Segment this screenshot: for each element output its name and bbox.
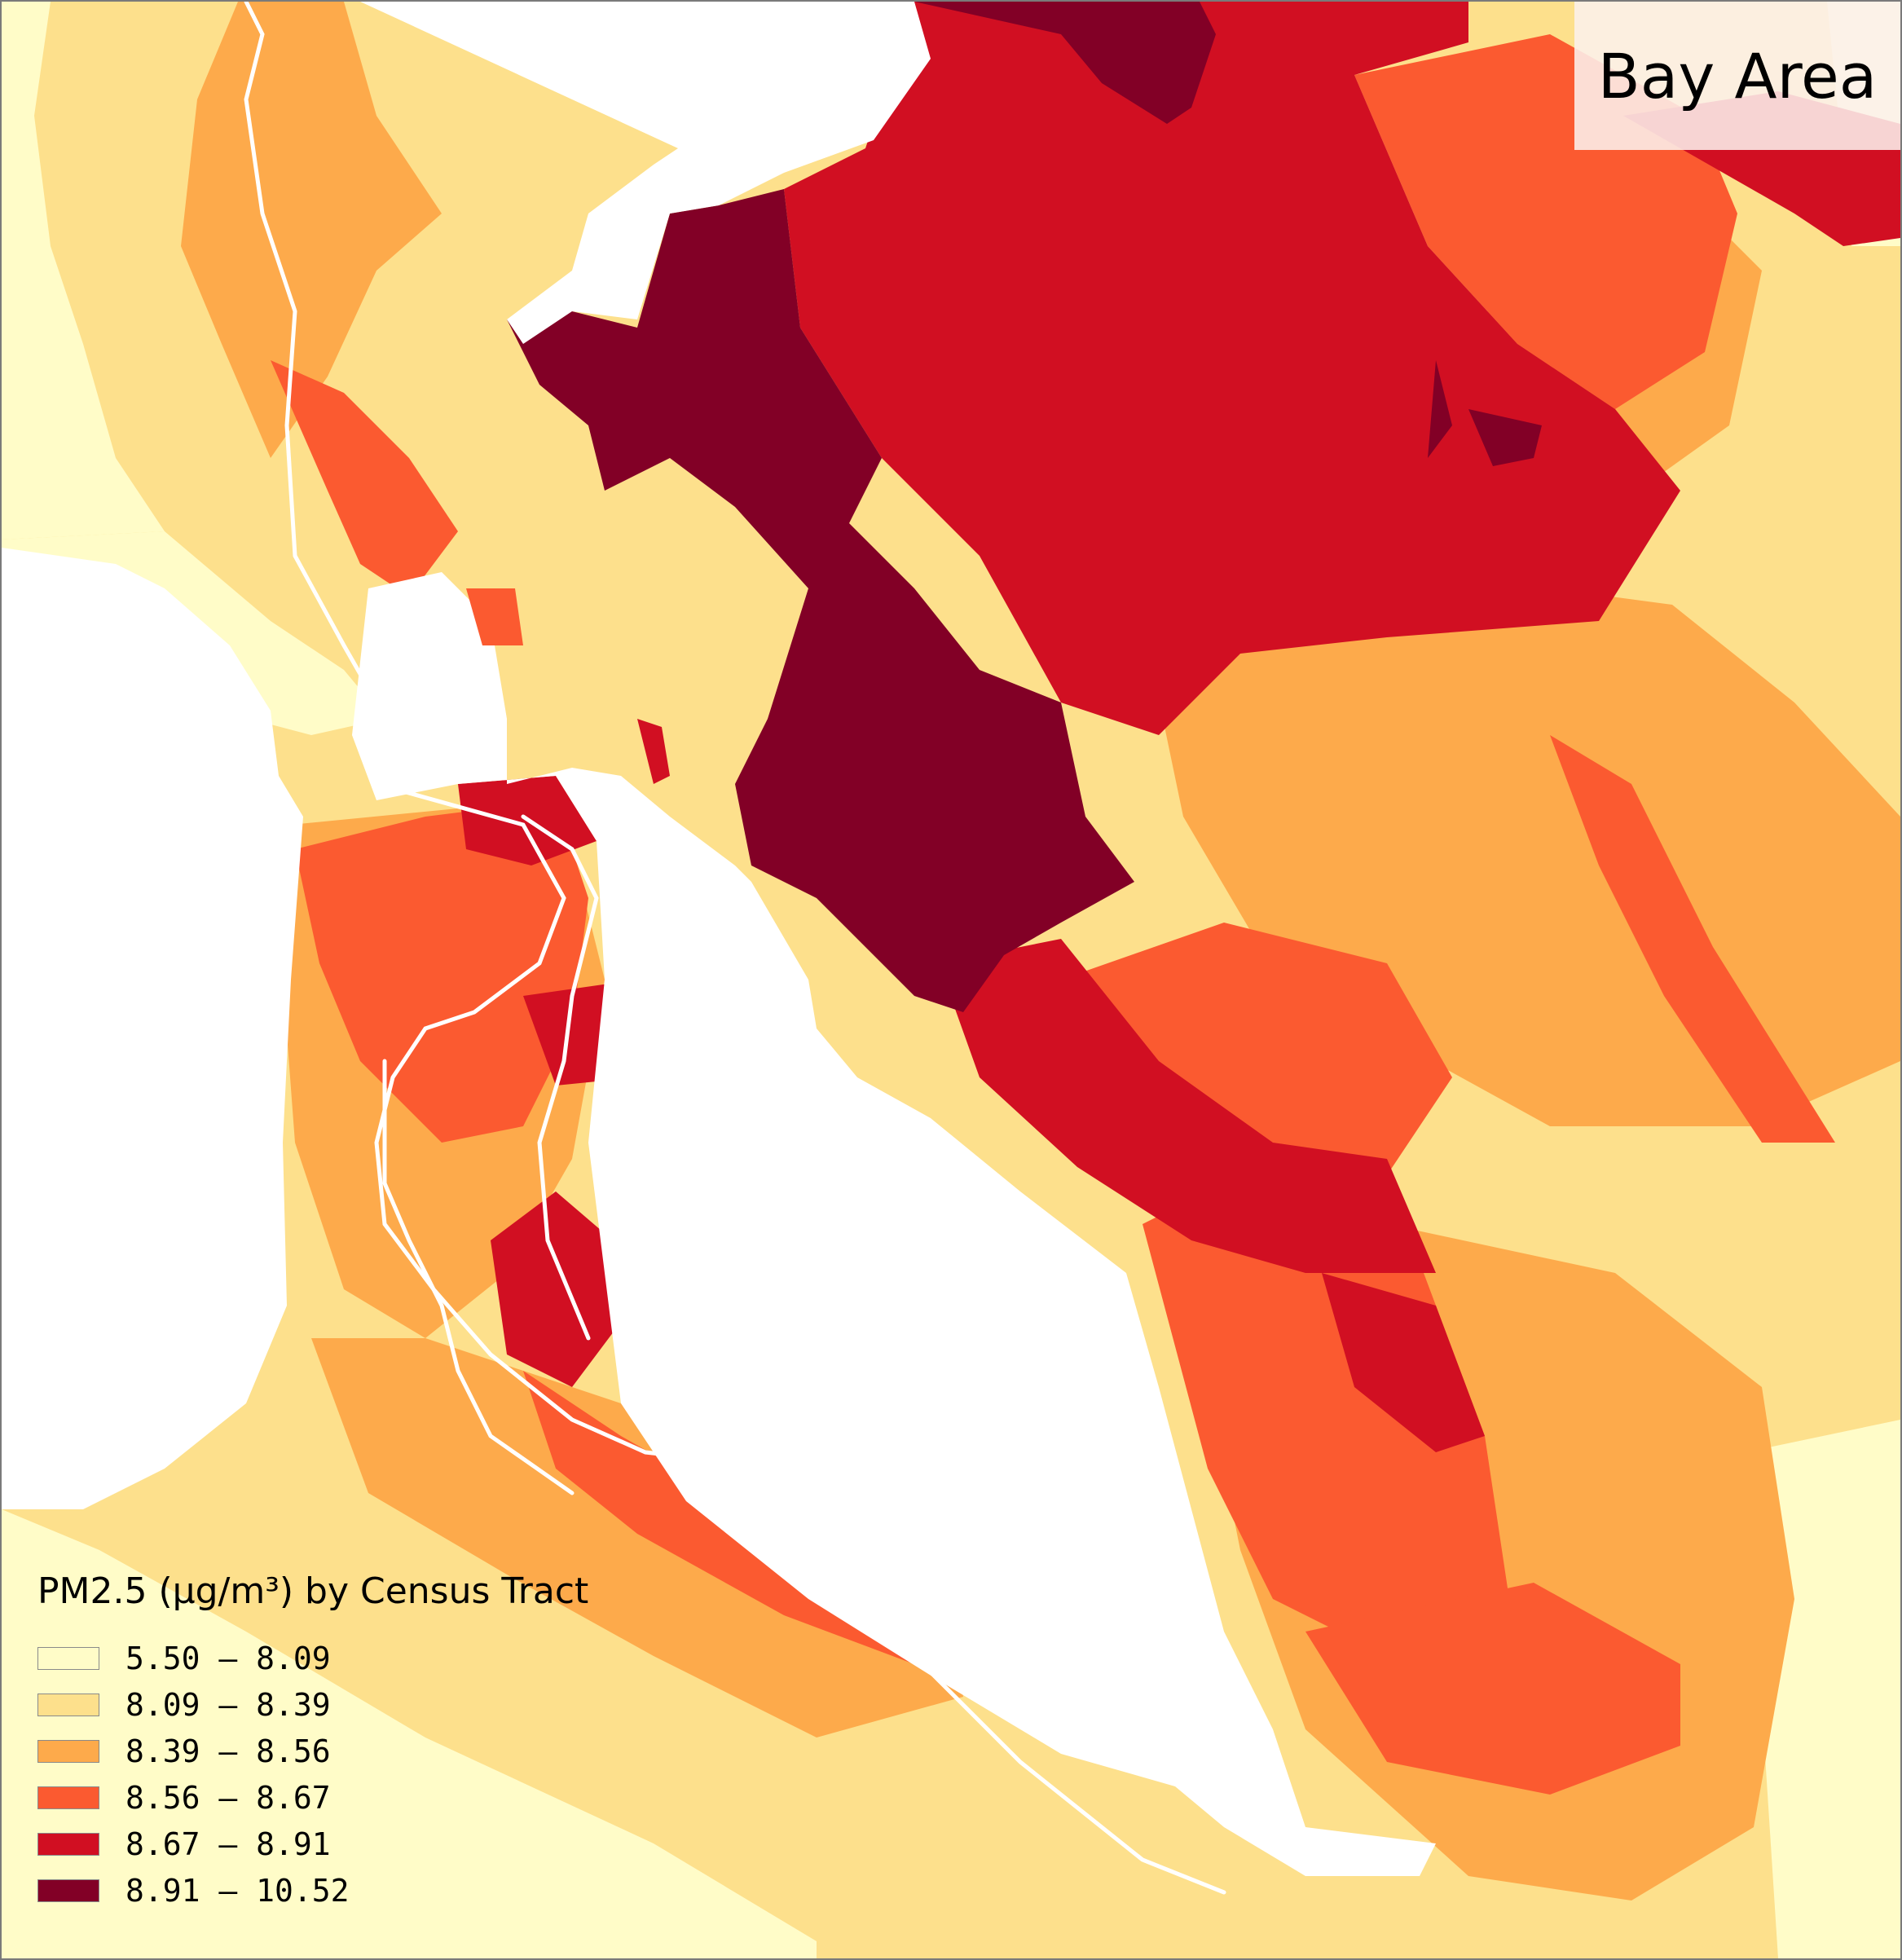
legend-row: 8.91 – 10.52 — [37, 1867, 588, 1914]
legend-label: 8.09 – 8.39 — [125, 1686, 331, 1723]
legend-swatch — [37, 1693, 99, 1716]
highway-101-north — [244, 2, 379, 705]
legend-label: 8.56 – 8.67 — [125, 1779, 331, 1816]
west-marin-tract — [2, 2, 165, 540]
east-bay-belt-tract — [1550, 735, 1835, 1143]
legend-label: 8.67 – 8.91 — [125, 1826, 331, 1862]
map-legend: PM2.5 (µg/m³) by Census Tract 5.50 – 8.0… — [37, 1570, 588, 1914]
legend-label: 8.39 – 8.56 — [125, 1733, 331, 1769]
highway-101-south — [374, 782, 1226, 1895]
pm25-class-6-tracts — [507, 2, 1542, 1012]
inland-small-tract-2 — [1428, 360, 1452, 458]
oakland-flats-tract — [939, 939, 1436, 1273]
region-label: Bay Area — [1574, 2, 1900, 150]
south-bay-cluster-tract — [1305, 1583, 1680, 1795]
treasure-island — [637, 719, 670, 784]
peninsula-coast-tract — [2, 1509, 817, 1958]
legend-row: 8.39 – 8.56 — [37, 1728, 588, 1774]
legend-row: 5.50 – 8.09 — [37, 1635, 588, 1681]
legend-label: 5.50 – 8.09 — [125, 1640, 331, 1676]
richmond-tract — [507, 189, 1134, 1012]
legend-swatch — [37, 1739, 99, 1763]
bay-water — [2, 2, 1436, 1876]
legend-row: 8.56 – 8.67 — [37, 1774, 588, 1821]
inland-small-tract-1 — [1468, 409, 1542, 466]
legend-title: PM2.5 (µg/m³) by Census Tract — [37, 1570, 589, 1612]
legend-row: 8.09 – 8.39 — [37, 1681, 588, 1728]
legend-swatch — [37, 1786, 99, 1809]
ocean-west — [2, 548, 303, 1509]
legend-row: 8.67 – 8.91 — [37, 1821, 588, 1867]
legend-label: 8.91 – 10.52 — [125, 1872, 350, 1909]
east-bay-corridor-tract — [1322, 1273, 1485, 1452]
east-bay-north-tract — [784, 2, 1680, 735]
angel-island — [466, 588, 523, 645]
central-bay — [352, 572, 1436, 1876]
sf-core-tract — [295, 800, 588, 1143]
marin-central-tract — [181, 2, 442, 458]
north-corner-tract — [914, 2, 1216, 124]
legend-swatch — [37, 1646, 99, 1670]
highway-280 — [382, 1059, 575, 1495]
san-pablo-bay — [360, 2, 931, 344]
east-bay-south-tract — [1143, 1159, 1509, 1664]
peninsula-south-tract — [311, 1338, 963, 1738]
highway-80-west — [521, 814, 599, 1341]
legend-swatch — [37, 1832, 99, 1856]
highway-lines — [244, 2, 1226, 1895]
marin-sanrafael-tract — [271, 360, 458, 597]
legend-swatch — [37, 1879, 99, 1902]
